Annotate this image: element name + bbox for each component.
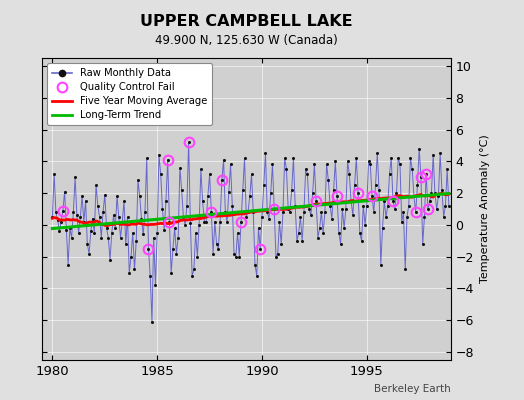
Text: Berkeley Earth: Berkeley Earth (374, 384, 451, 394)
Y-axis label: Temperature Anomaly (°C): Temperature Anomaly (°C) (479, 135, 489, 283)
Text: UPPER CAMPBELL LAKE: UPPER CAMPBELL LAKE (140, 14, 353, 29)
Text: 49.900 N, 125.630 W (Canada): 49.900 N, 125.630 W (Canada) (155, 34, 337, 47)
Legend: Raw Monthly Data, Quality Control Fail, Five Year Moving Average, Long-Term Tren: Raw Monthly Data, Quality Control Fail, … (47, 63, 212, 125)
